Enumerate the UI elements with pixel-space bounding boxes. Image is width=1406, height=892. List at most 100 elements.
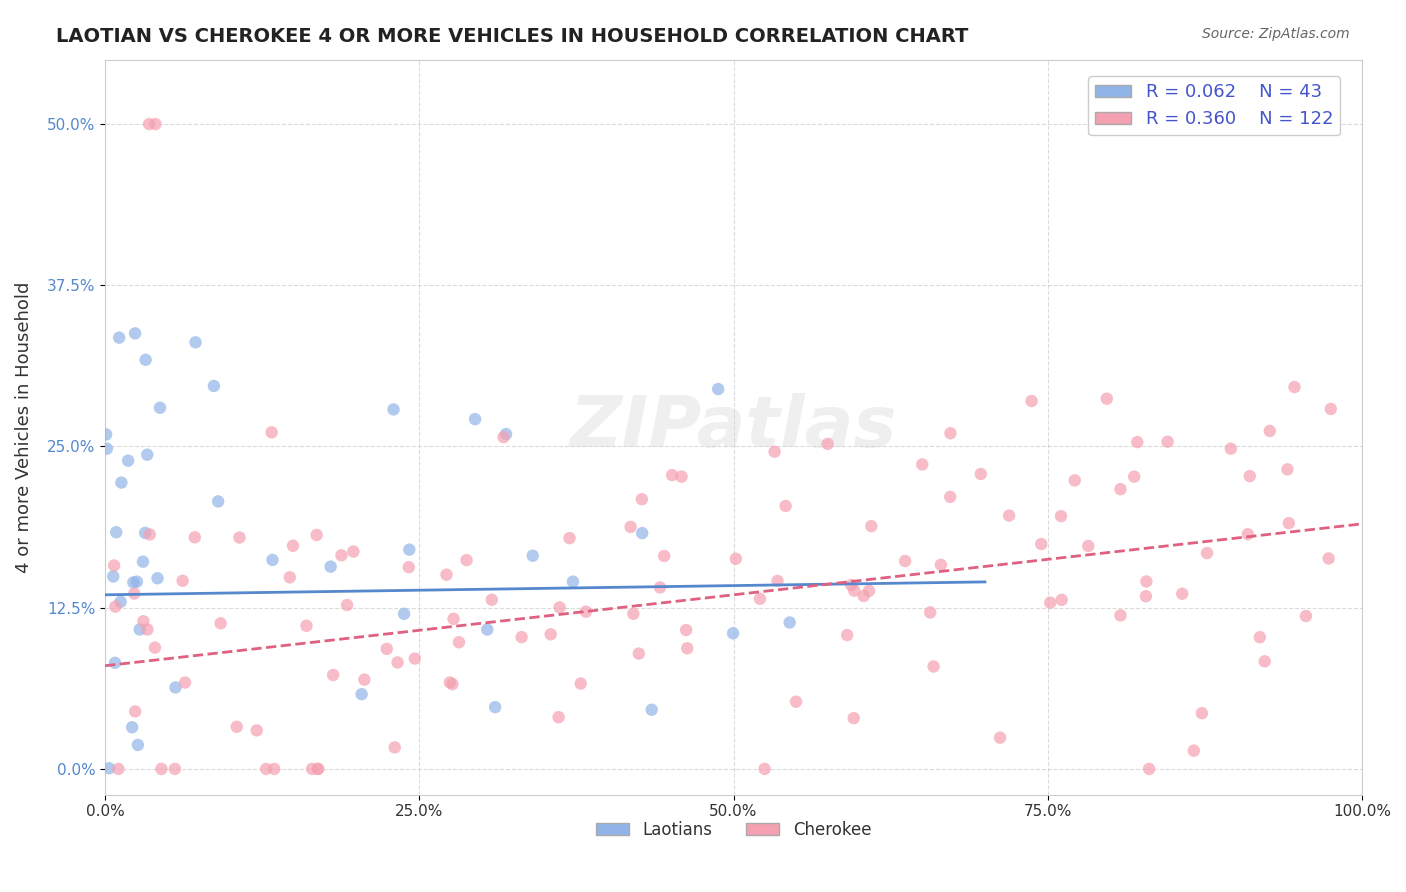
Point [202,379,225,393]
Point [307,762,329,776]
Point [1249,630,1271,644]
Point [939,426,962,441]
Point [184,335,207,350]
Point [96,427,118,442]
Point [1284,380,1306,394]
Point [456,553,478,567]
Point [353,673,375,687]
Point [107,762,129,776]
Point [392,607,415,621]
Point [1258,424,1281,438]
Point [225,720,247,734]
Point [671,469,693,483]
Point [441,677,464,691]
Point [970,467,993,481]
Point [135,352,157,367]
Point [724,551,747,566]
Point [998,508,1021,523]
Point [1171,587,1194,601]
Point [631,492,654,507]
Point [763,444,786,458]
Point [1319,401,1341,416]
Point [547,710,569,724]
Point [350,687,373,701]
Point [404,651,426,665]
Point [620,520,643,534]
Point [145,117,167,131]
Point [278,570,301,584]
Point [122,586,145,600]
Point [648,581,671,595]
Point [575,605,598,619]
Point [128,623,150,637]
Point [281,539,304,553]
Point [1135,574,1157,589]
Point [929,558,952,572]
Point [1135,589,1157,603]
Point [661,468,683,483]
Point [105,525,128,540]
Point [1219,442,1241,456]
Point [835,628,858,642]
Point [209,616,232,631]
Point [749,591,772,606]
Point [121,720,143,734]
Point [785,695,807,709]
Point [98,761,121,775]
Point [495,427,517,442]
Point [263,762,285,776]
Point [387,656,409,670]
Point [1109,482,1132,496]
Point [1182,744,1205,758]
Point [1050,509,1073,524]
Point [621,607,644,621]
Point [839,578,862,592]
Point [108,331,131,345]
Point [558,531,581,545]
Point [207,494,229,508]
Point [143,640,166,655]
Legend: Laotians, Cherokee: Laotians, Cherokee [589,814,877,846]
Point [1239,469,1261,483]
Point [138,117,160,131]
Point [1077,539,1099,553]
Point [775,499,797,513]
Point [721,626,744,640]
Point [149,401,172,415]
Point [436,567,458,582]
Point [103,569,125,583]
Point [852,589,875,603]
Point [262,553,284,567]
Point [1195,546,1218,560]
Point [858,583,880,598]
Point [922,659,945,673]
Point [627,647,650,661]
Point [110,595,132,609]
Point [132,555,155,569]
Point [1063,474,1085,488]
Point [439,675,461,690]
Point [295,619,318,633]
Point [766,574,789,588]
Point [569,676,592,690]
Point [104,599,127,614]
Point [1126,435,1149,450]
Point [122,575,145,590]
Point [375,641,398,656]
Point [398,542,420,557]
Point [548,600,571,615]
Point [125,574,148,589]
Point [330,549,353,563]
Point [1295,609,1317,624]
Point [134,525,156,540]
Point [246,723,269,738]
Point [484,700,506,714]
Point [124,705,146,719]
Point [447,635,470,649]
Point [1039,596,1062,610]
Point [540,627,562,641]
Point [464,412,486,426]
Point [342,544,364,558]
Point [254,762,277,776]
Text: ZIPatlas: ZIPatlas [569,392,897,462]
